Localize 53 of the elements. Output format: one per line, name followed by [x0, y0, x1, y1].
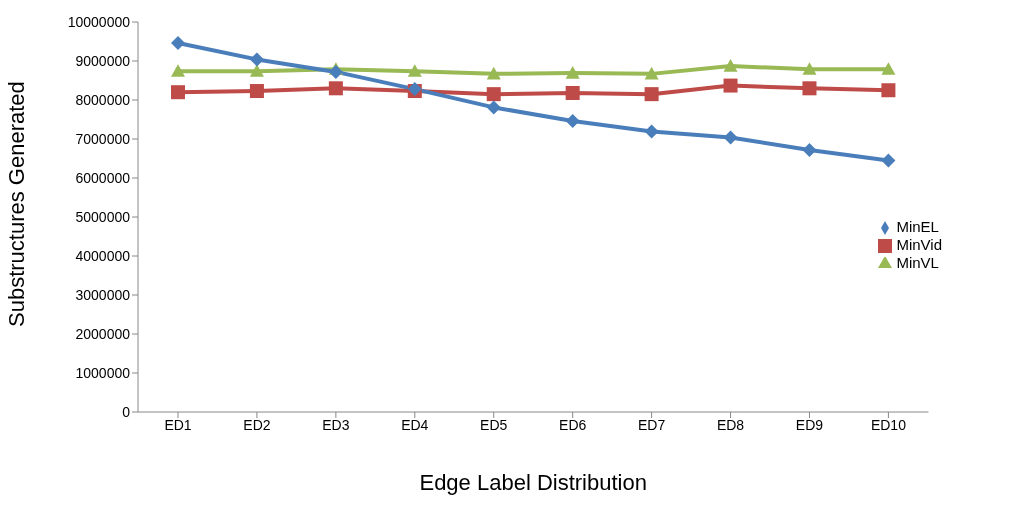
point — [249, 52, 264, 67]
point — [486, 87, 501, 102]
x-tick-label: ED3 — [322, 416, 350, 433]
y-tick-label: 6000000 — [75, 169, 131, 186]
x-tick-label: ED10 — [870, 416, 907, 433]
x-tick-label: ED5 — [480, 416, 508, 433]
point — [802, 81, 817, 96]
point — [249, 64, 264, 77]
point — [249, 84, 264, 99]
point — [565, 85, 580, 100]
point — [802, 142, 817, 157]
x-tick-label: ED7 — [637, 416, 666, 433]
x-tick-label: ED1 — [164, 416, 192, 433]
y-tick-label: 3000000 — [75, 286, 131, 303]
point — [723, 130, 738, 145]
y-axis-title: Substructures Generated — [3, 81, 29, 327]
point — [644, 87, 659, 102]
x-axis-title: Edge Label Distribution — [419, 470, 647, 495]
point — [881, 83, 896, 98]
point — [407, 64, 422, 77]
point — [486, 66, 501, 80]
point — [723, 59, 738, 72]
point — [881, 62, 896, 75]
y-tick-label: 8000000 — [75, 91, 131, 108]
x-tick-label: ED9 — [795, 416, 824, 433]
y-tick-label: 2000000 — [75, 325, 131, 342]
y-tick-label: 9000000 — [75, 52, 131, 69]
point — [328, 64, 343, 79]
legend-label: MinEL — [896, 218, 939, 235]
point — [171, 85, 185, 100]
point — [171, 64, 185, 77]
y-tick-label: 4000000 — [75, 247, 131, 264]
point — [644, 66, 659, 80]
legend-label: MinVid — [896, 236, 942, 253]
point — [644, 124, 659, 139]
point — [171, 36, 185, 51]
point — [881, 153, 896, 168]
point — [802, 62, 817, 75]
y-tick-label: 1000000 — [75, 364, 131, 381]
x-tick-label: ED4 — [401, 416, 429, 433]
y-tick-label: 10000000 — [67, 13, 131, 30]
y-tick-label: 0 — [122, 403, 131, 420]
point — [565, 66, 580, 79]
point — [486, 100, 501, 115]
x-tick-label: ED2 — [243, 416, 271, 433]
point — [723, 78, 738, 93]
y-tick-label: 7000000 — [75, 130, 131, 147]
y-tick-label: 5000000 — [75, 208, 131, 225]
point — [565, 114, 580, 129]
point — [328, 81, 343, 96]
x-tick-label: ED8 — [716, 416, 745, 433]
legend-label: MinVL — [896, 254, 939, 271]
x-tick-label: ED6 — [559, 416, 587, 433]
